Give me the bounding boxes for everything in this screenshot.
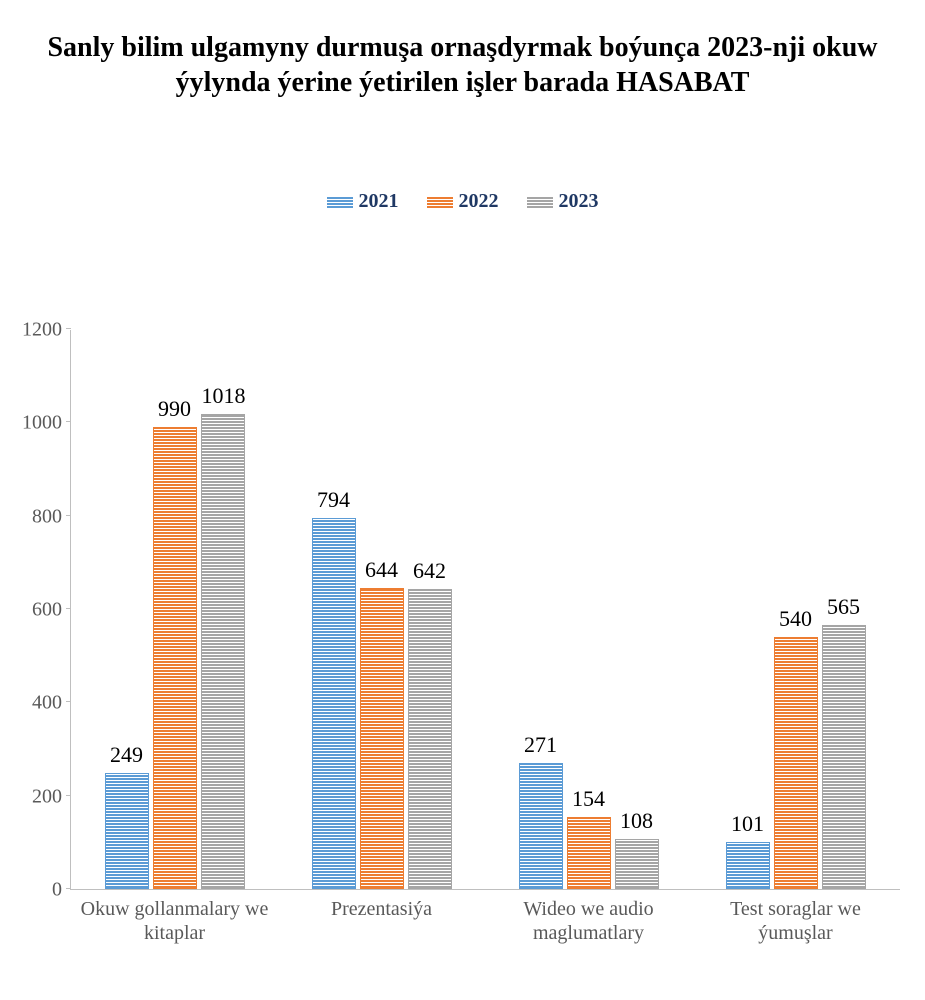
bar-value-label: 540 [775, 606, 817, 632]
legend-item: 2021 [327, 190, 399, 213]
plot-region: 2499901018Okuw gollanmalary we kitaplar7… [70, 330, 900, 890]
y-tick-mark [66, 888, 71, 889]
chart-area: 2499901018Okuw gollanmalary we kitaplar7… [70, 330, 900, 890]
x-category-label: Wideo we audio maglumatlary [485, 897, 692, 945]
bar-value-label: 154 [568, 786, 610, 812]
bar-value-label: 1018 [202, 383, 244, 409]
bar-value-label: 108 [616, 808, 658, 834]
bar: 990 [153, 427, 197, 889]
y-tick-mark [66, 795, 71, 796]
bar: 794 [312, 518, 356, 889]
bar-value-label: 644 [361, 557, 403, 583]
bar-value-label: 794 [313, 487, 355, 513]
y-tick-label: 0 [2, 879, 62, 902]
x-category-label: Prezentasiýa [278, 897, 485, 921]
legend-item: 2022 [427, 190, 499, 213]
bar: 540 [774, 637, 818, 889]
x-category-label: Test soraglar we ýumuşlar [692, 897, 899, 945]
y-tick-mark [66, 701, 71, 702]
y-tick-mark [66, 328, 71, 329]
y-tick-mark [66, 515, 71, 516]
bar: 644 [360, 588, 404, 889]
y-tick-mark [66, 421, 71, 422]
bar-value-label: 249 [106, 742, 148, 768]
legend-label: 2023 [559, 190, 599, 213]
bar: 101 [726, 842, 770, 889]
y-tick-label: 400 [2, 692, 62, 715]
bar: 249 [105, 773, 149, 889]
y-tick-label: 800 [2, 505, 62, 528]
bar: 642 [408, 589, 452, 889]
bar-value-label: 990 [154, 396, 196, 422]
y-tick-label: 600 [2, 599, 62, 622]
legend-swatch [527, 196, 553, 208]
legend-label: 2021 [359, 190, 399, 213]
bar-group: 2499901018 [105, 414, 245, 889]
bar-group: 794644642 [312, 518, 452, 889]
bar: 1018 [201, 414, 245, 889]
bar-value-label: 565 [823, 594, 865, 620]
legend: 2021 2022 2023 [0, 190, 925, 213]
legend-item: 2023 [527, 190, 599, 213]
bar-value-label: 271 [520, 732, 562, 758]
bar: 565 [822, 625, 866, 889]
bar-value-label: 101 [727, 811, 769, 837]
legend-swatch [327, 196, 353, 208]
bar: 108 [615, 839, 659, 889]
y-tick-label: 200 [2, 785, 62, 808]
bar-value-label: 642 [409, 558, 451, 584]
legend-swatch [427, 196, 453, 208]
y-tick-label: 1000 [2, 412, 62, 435]
x-category-label: Okuw gollanmalary we kitaplar [71, 897, 278, 945]
y-tick-mark [66, 608, 71, 609]
chart-title: Sanly bilim ulgamyny durmuşa ornaşdyrmak… [0, 0, 925, 100]
bar: 271 [519, 763, 563, 889]
bar-group: 271154108 [519, 763, 659, 889]
bar: 154 [567, 817, 611, 889]
legend-label: 2022 [459, 190, 499, 213]
y-tick-label: 1200 [2, 319, 62, 342]
bar-group: 101540565 [726, 625, 866, 889]
page-root: Sanly bilim ulgamyny durmuşa ornaşdyrmak… [0, 0, 925, 1000]
